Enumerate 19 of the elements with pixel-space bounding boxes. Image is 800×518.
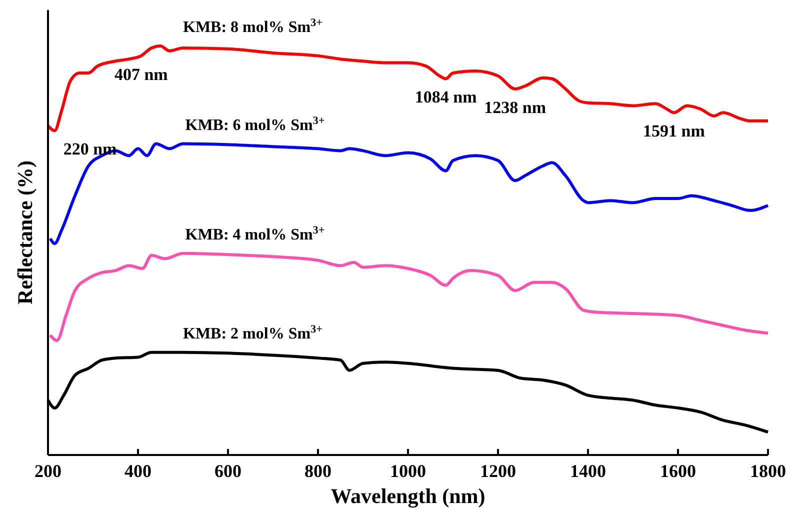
x-tick-label: 400	[124, 461, 152, 481]
x-tick-label: 1600	[660, 461, 696, 481]
x-tick-label: 1000	[390, 461, 426, 481]
annotation: 1084 nm	[414, 88, 477, 107]
series-label: KMB: 6 mol% Sm$^{3+}$	[185, 114, 325, 134]
x-tick-label: 1400	[570, 461, 606, 481]
annotation: 407 nm	[114, 64, 168, 84]
annotation: 1238 nm	[484, 98, 546, 117]
annotation: 1591 nm	[643, 122, 705, 141]
y-axis-title: Reflectance (%)	[13, 160, 37, 305]
series-label: KMB: 4 mol% Sm$^{3+}$	[185, 224, 325, 244]
series-label: KMB: 2 mol% Sm$^{3+}$	[183, 323, 323, 342]
x-tick-label: 800	[304, 461, 332, 481]
series-label: KMB: 8 mol% Sm$^{3+}$	[183, 17, 323, 36]
x-tick-label: 200	[34, 461, 62, 481]
x-axis-title: Wavelength (nm)	[330, 484, 486, 508]
x-tick-label: 1800	[750, 461, 786, 481]
x-tick-label: 1200	[480, 461, 516, 481]
x-tick-label: 600	[214, 461, 242, 481]
